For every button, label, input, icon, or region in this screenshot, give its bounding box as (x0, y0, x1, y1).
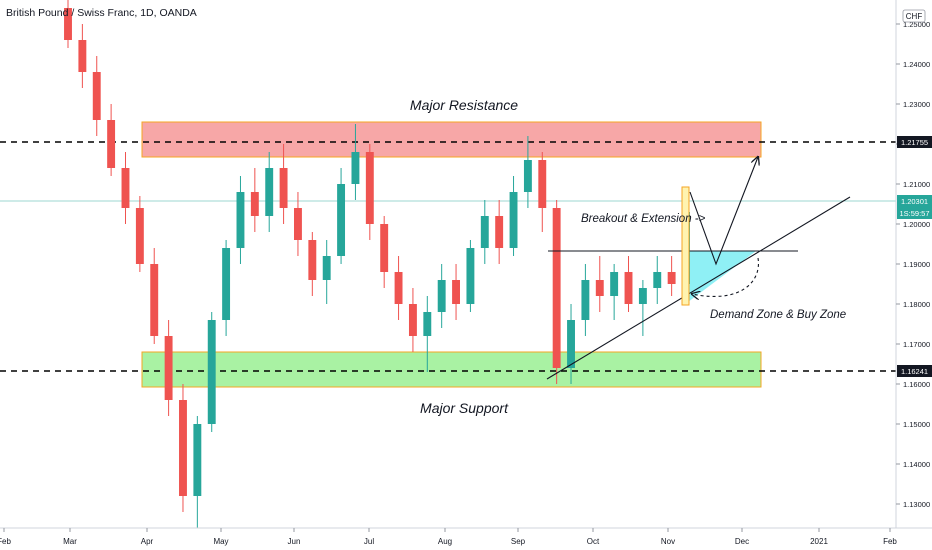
candle-body (595, 280, 604, 296)
price-tick-label: 1.13000 (903, 500, 930, 509)
symbol-title: British Pound / Swiss Franc, 1D, OANDA (6, 7, 197, 19)
time-tick-label: Aug (438, 537, 452, 546)
candle-body (480, 216, 489, 248)
currency-badge (902, 9, 926, 23)
major-resistance-label: Major Resistance (410, 97, 518, 113)
price-label-bg (897, 207, 932, 219)
candle-body (509, 192, 518, 248)
plot-area[interactable] (0, 0, 896, 528)
candle-body (538, 160, 547, 208)
candle-body (380, 224, 389, 272)
candle-body (164, 336, 173, 400)
price-label-bg (897, 195, 932, 207)
candle-body (394, 272, 403, 304)
time-tick-label: Jun (288, 537, 301, 546)
candle-body (236, 192, 245, 248)
time-tick-label: Jul (364, 537, 374, 546)
price-label-text: 1.20301 (901, 197, 928, 206)
candle-body (581, 280, 590, 320)
time-tick-label: Mar (63, 537, 77, 546)
demand-zone-curved-arrow (692, 257, 759, 296)
time-tick-label: Dec (735, 537, 749, 546)
candle-body (552, 208, 561, 368)
candle-body (107, 120, 116, 168)
candle-body (308, 240, 317, 280)
candle-body (78, 40, 87, 72)
time-tick-label: Oct (587, 537, 600, 546)
candle-body (466, 248, 475, 304)
candle-body (638, 288, 647, 304)
major-resistance-zone (141, 121, 762, 158)
price-scale[interactable]: 1.250001.240001.230001.220001.210001.200… (895, 0, 932, 528)
price-label-bg (897, 136, 932, 148)
candle-body (207, 320, 216, 424)
candle-body (222, 248, 231, 320)
candle-body (624, 272, 633, 304)
candle-body (408, 304, 417, 336)
candle-body (294, 208, 302, 240)
price-tick-label: 1.20000 (903, 220, 930, 229)
time-tick-label: May (213, 537, 228, 546)
time-tick-label: Sep (511, 537, 526, 546)
price-tick-label: 1.25000 (903, 20, 930, 29)
candle-body (667, 272, 676, 284)
price-tick-label: 1.19000 (903, 260, 930, 269)
price-tick-label: 1.18000 (903, 300, 930, 309)
candle-body (150, 264, 159, 336)
price-tick-label: 1.24000 (903, 60, 930, 69)
candles (64, 0, 690, 528)
candle-body (610, 272, 619, 296)
price-label-text: 1.16241 (901, 367, 928, 376)
candle-body (365, 152, 374, 224)
candle-body (523, 160, 532, 192)
price-label-bg (897, 365, 932, 377)
price-tick-label: 1.15000 (903, 420, 930, 429)
projection-path (689, 157, 758, 266)
candle-body (351, 152, 360, 184)
candle-body (193, 424, 202, 496)
demand-zone-label: Demand Zone & Buy Zone (710, 309, 846, 321)
price-tick-label: 1.21000 (903, 180, 930, 189)
candle-body (135, 208, 144, 264)
price-label-text: 1S:59:57 (899, 209, 929, 218)
ascending-trendline (546, 196, 851, 380)
candle-body (179, 400, 187, 496)
price-labels: 1.21755 1.20301 1S:59:57 1.16241 (897, 136, 932, 377)
currency-badge-text: CHF (906, 12, 923, 21)
price-tick-label: 1.23000 (903, 100, 930, 109)
candle-body (567, 320, 575, 368)
major-support-zone (141, 351, 762, 388)
candle-body (437, 280, 446, 312)
candle-body (653, 272, 662, 288)
candle-body (337, 184, 346, 256)
time-tick-label: Apr (141, 537, 154, 546)
candle-body (423, 312, 432, 336)
price-tick-label: 1.16000 (903, 380, 930, 389)
candle-body (250, 192, 259, 216)
candle-body (452, 280, 460, 304)
candle-body (322, 256, 331, 280)
candle-body (64, 8, 72, 40)
time-tick-label: Nov (661, 537, 675, 546)
breakout-highlight-box (681, 186, 690, 306)
candle-body (279, 168, 288, 208)
candle-body (495, 216, 504, 248)
major-support-label: Major Support (420, 400, 509, 416)
breakout-label: Breakout & Extension -> (581, 213, 706, 225)
price-label-text: 1.21755 (901, 138, 928, 147)
time-scale[interactable]: Feb Mar Apr May Jun Jul Aug Sep Oct Nov Dec 2021 Feb (0, 527, 932, 546)
candle-body (121, 168, 130, 208)
time-tick-label: Feb (883, 537, 897, 546)
price-tick-label: 1.14000 (903, 460, 930, 469)
candle-body (265, 168, 274, 216)
time-tick-label: 2021 (810, 537, 828, 546)
price-tick-label: 1.17000 (903, 340, 930, 349)
candle-body (92, 72, 101, 120)
time-tick-label: Feb (0, 537, 11, 546)
